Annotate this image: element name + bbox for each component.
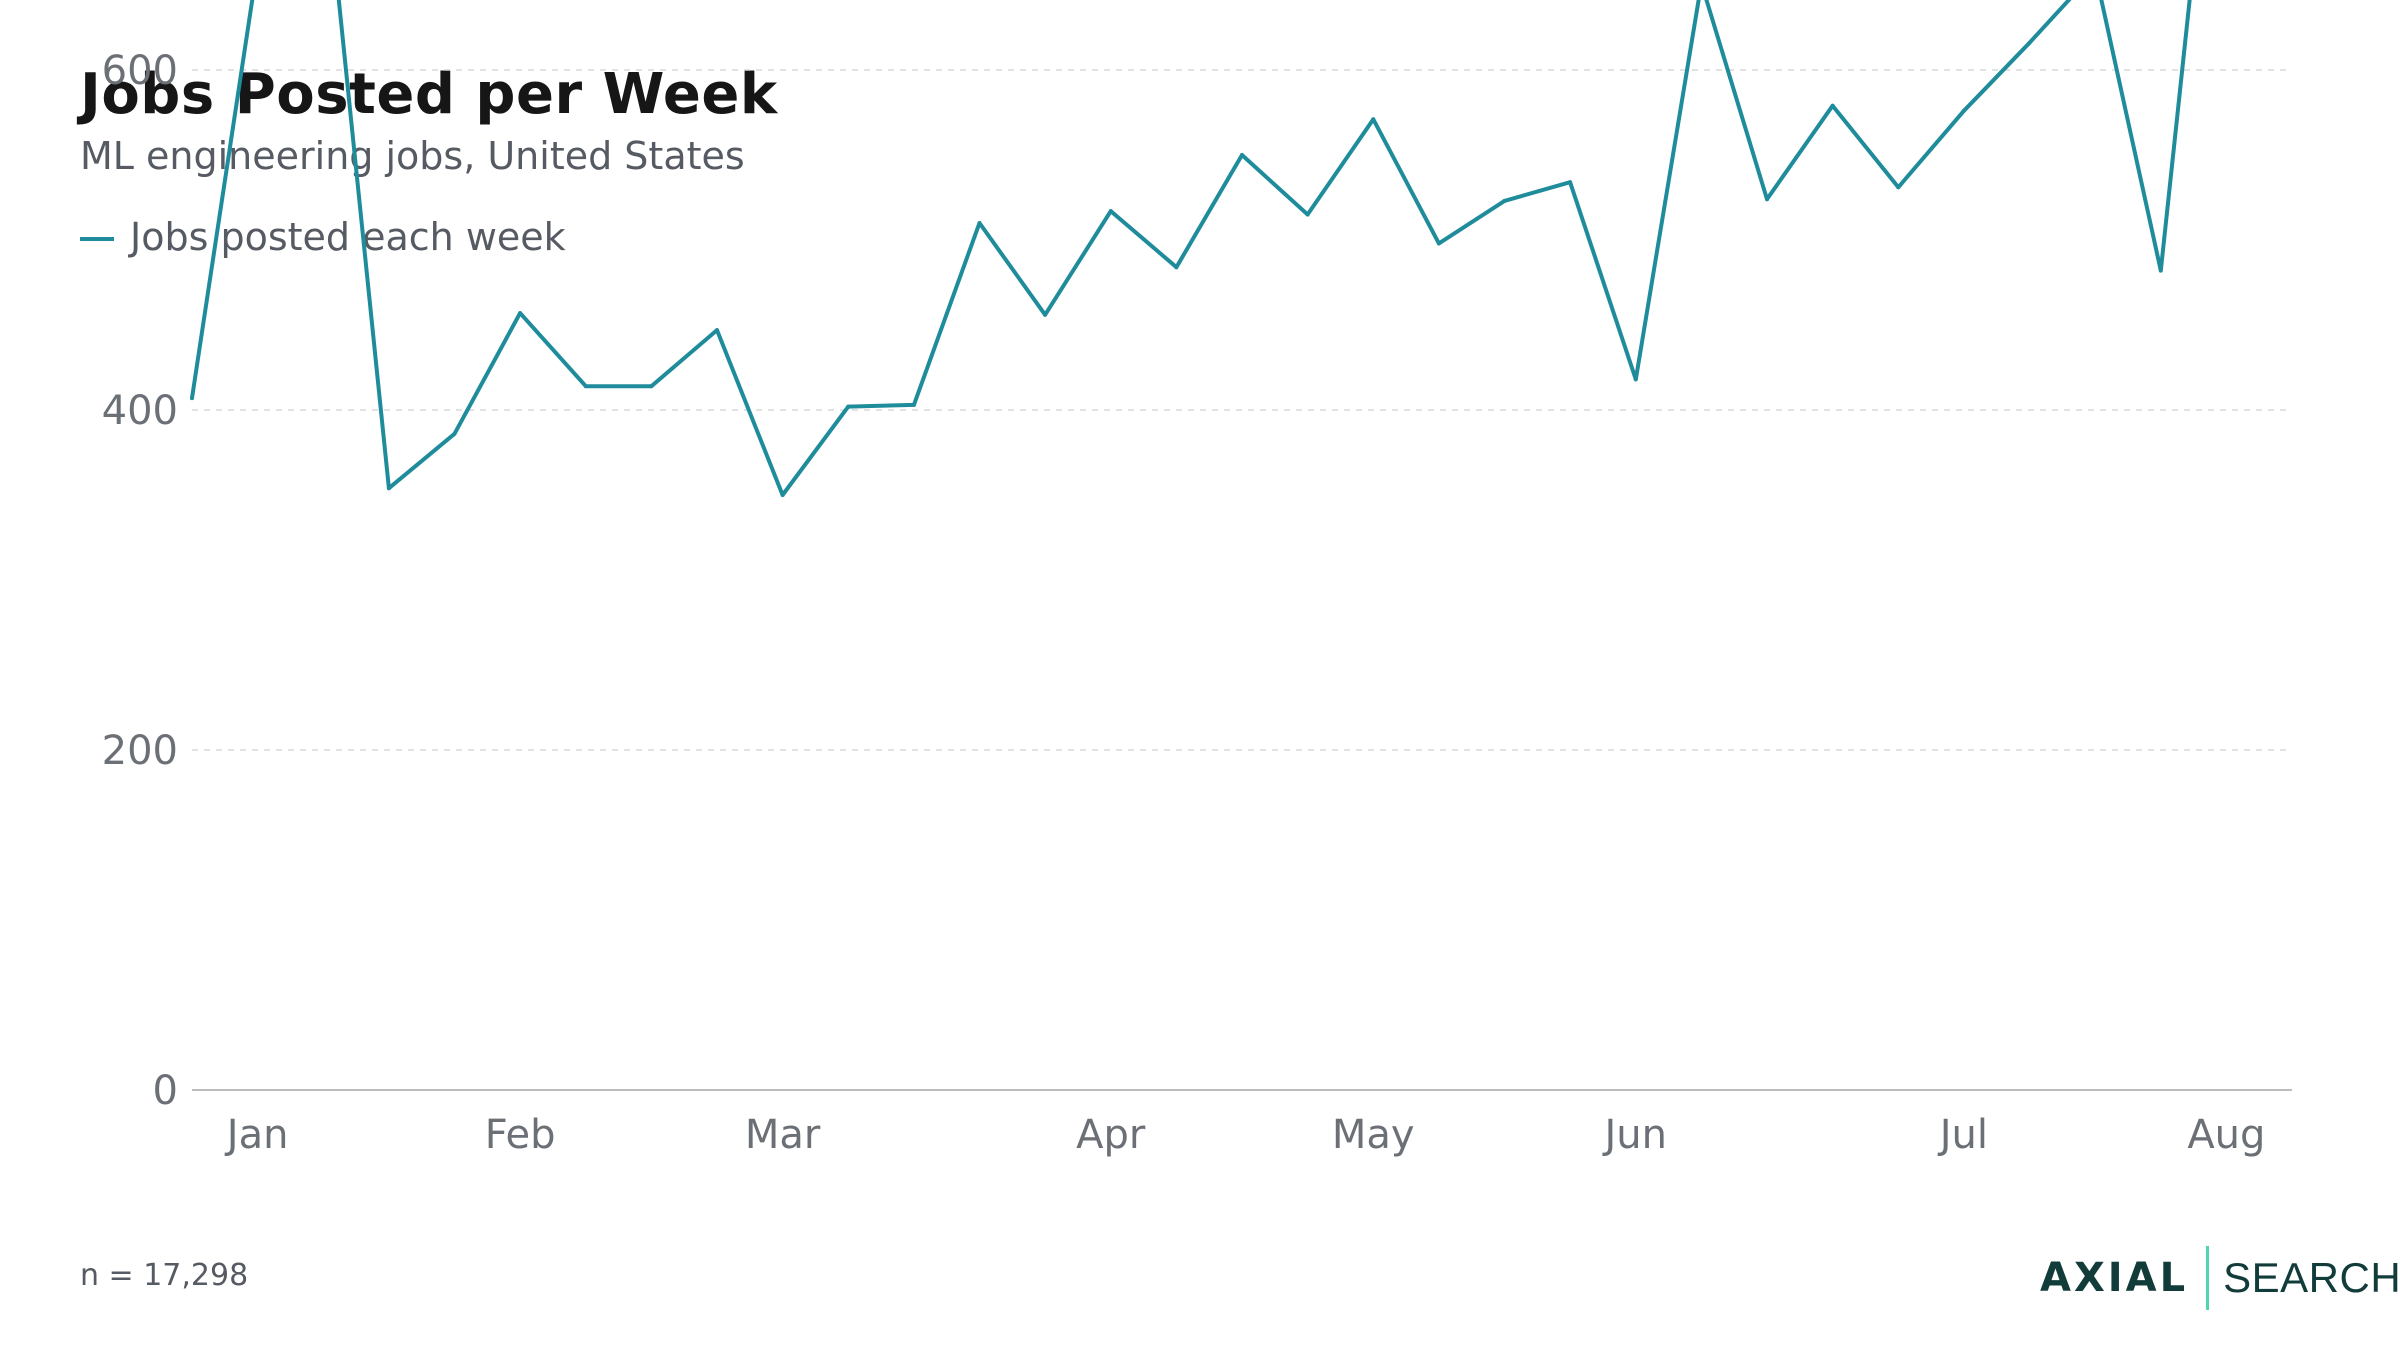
data-point [1633,377,1638,382]
logo-text-axial: AXIAL [2040,1255,2189,1301]
data-point [2158,268,2163,273]
data-point [1896,185,1901,190]
x-tick-label: May [1332,1112,1415,1158]
gridlines [192,69,2292,751]
data-point [1830,103,1835,108]
chart-legend: Jobs posted each week [80,215,566,259]
series-layer [190,0,2192,497]
sample-size-note: n = 17,298 [80,1258,249,1293]
data-point [715,328,719,333]
x-axis-ticks: Jan Feb Mar Apr May Jun Jul Aug [224,1112,2266,1158]
data-point [977,221,982,225]
data-point [846,404,851,409]
x-tick-label: Jul [1937,1112,1988,1158]
x-tick-label: Jun [1602,1112,1668,1158]
data-point [190,396,194,401]
data-point [386,486,391,491]
x-tick-label: Apr [1076,1112,1146,1158]
chart-title: Jobs Posted per Week [80,62,778,127]
logo-text-search: SEARCH [2223,1254,2400,1301]
data-point [1502,198,1507,203]
data-point [518,311,523,316]
x-tick-label: Aug [2187,1112,2265,1158]
series-line [190,0,2192,497]
data-point [452,431,457,436]
x-tick-label: Feb [485,1112,556,1158]
data-point [649,384,654,389]
legend-label: Jobs posted each week [130,215,566,259]
data-point [1305,212,1310,217]
data-point [1108,209,1113,214]
data-point [780,493,785,497]
logo-divider [2206,1246,2210,1310]
data-point [1240,153,1244,157]
data-point [1765,197,1769,202]
brand-logo: AXIAL SEARCH [2040,1245,2400,1311]
y-tick-label: 600 [102,48,178,94]
data-point [2027,40,2032,45]
x-tick-label: Mar [745,1112,821,1158]
data-point [1568,180,1573,185]
data-point [1371,117,1376,122]
data-point [1043,312,1048,317]
x-tick-label: Jan [224,1112,289,1158]
data-point [1436,241,1441,246]
legend-swatch [80,237,114,241]
y-tick-label: 400 [102,388,178,434]
data-point [1961,108,1966,113]
y-tick-label: 0 [153,1068,178,1114]
data-point [1174,265,1179,270]
y-axis-ticks: 0200400600800 [102,48,178,1114]
data-point [583,384,588,389]
data-point [911,402,916,407]
chart-subtitle: ML engineering jobs, United States [80,134,745,178]
y-tick-label: 200 [102,728,178,774]
